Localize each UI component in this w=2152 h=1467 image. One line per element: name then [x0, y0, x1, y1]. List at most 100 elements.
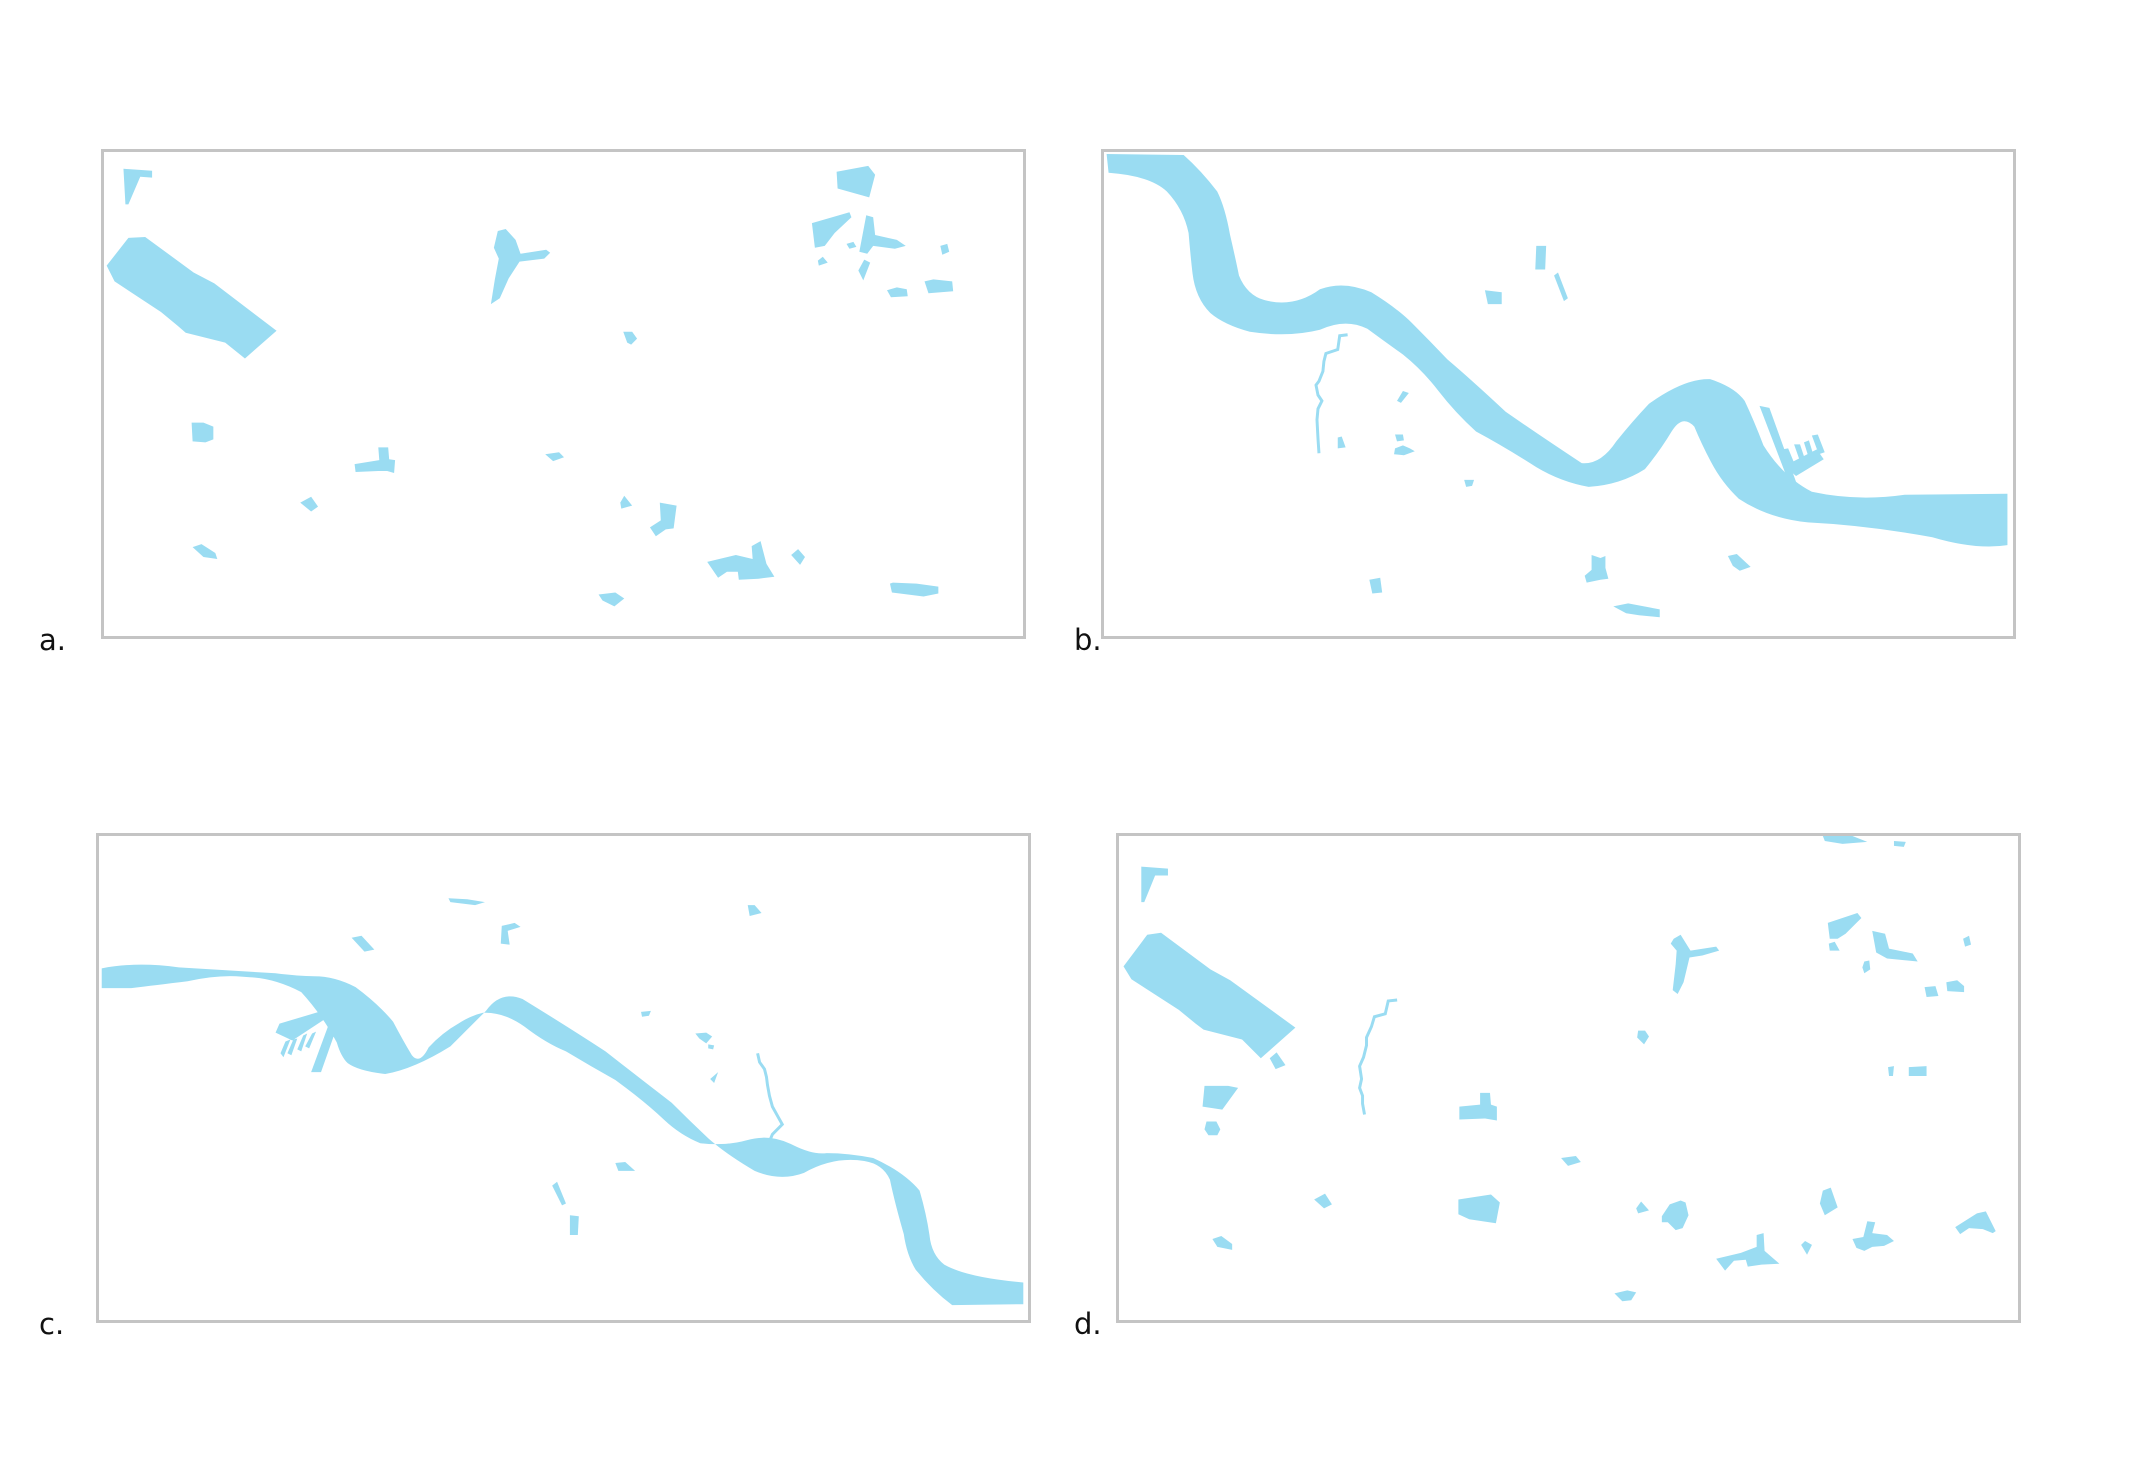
water-body: [1337, 436, 1346, 449]
water-body: [1794, 444, 1806, 465]
water-body: [620, 495, 633, 509]
map-panel-a: [101, 149, 1026, 639]
water-body: [1613, 603, 1660, 618]
water-body: [1123, 932, 1296, 1059]
water-body: [1828, 941, 1840, 951]
stream: [756, 1052, 785, 1166]
water-body: [1827, 913, 1862, 939]
water-body: [1614, 1290, 1637, 1302]
water-body: [1269, 1052, 1286, 1070]
water-body: [747, 905, 762, 917]
water-body: [354, 447, 396, 474]
water-body: [924, 279, 954, 294]
water-body: [300, 496, 319, 512]
water-body: [280, 1039, 291, 1058]
water-body: [1963, 935, 1972, 947]
water-body: [1141, 866, 1168, 903]
water-body: [351, 935, 375, 952]
water-body: [1822, 836, 1868, 844]
water-body: [1395, 434, 1404, 442]
water-body: [623, 331, 638, 345]
water-body: [1924, 986, 1939, 998]
water-body: [859, 215, 906, 254]
water-body: [1584, 555, 1609, 583]
water-body: [1202, 1085, 1239, 1110]
water-body: [615, 1161, 636, 1171]
water-body: [448, 898, 485, 906]
water-body: [1314, 1193, 1332, 1209]
water-body: [598, 592, 625, 607]
panel-label-b: b.: [1074, 623, 1102, 657]
water-map-d: [1123, 836, 1996, 1302]
panel-label-d: d.: [1074, 1307, 1102, 1341]
water-body: [490, 229, 551, 305]
water-body: [1459, 1092, 1497, 1121]
map-panel-d: [1116, 833, 2021, 1323]
map-panel-b: [1101, 149, 2016, 639]
water-body: [1397, 391, 1409, 403]
water-body: [649, 502, 677, 537]
water-body: [1803, 440, 1814, 459]
water-body: [708, 1044, 715, 1050]
water-body: [275, 1008, 329, 1041]
stream: [1358, 998, 1398, 1115]
water-body: [1636, 1201, 1650, 1214]
water-body: [1782, 448, 1796, 468]
water-body: [552, 1181, 566, 1206]
water-body: [886, 287, 908, 298]
water-body: [1464, 479, 1475, 487]
water-body: [1716, 1233, 1780, 1271]
water-body: [191, 422, 214, 443]
water-body: [297, 1033, 308, 1052]
water-body: [311, 1021, 339, 1073]
water-body: [811, 212, 852, 248]
water-body: [545, 452, 564, 462]
water-body: [707, 541, 775, 580]
water-body: [1394, 445, 1415, 456]
river: [1106, 153, 2008, 547]
water-body: [791, 549, 806, 565]
water-body: [123, 168, 153, 205]
water-body: [817, 256, 828, 266]
water-body: [305, 1031, 317, 1049]
water-body: [1946, 980, 1965, 993]
water-body: [569, 1215, 579, 1236]
water-body: [846, 241, 857, 249]
water-body: [1561, 1156, 1581, 1166]
water-body: [1955, 1211, 1996, 1235]
water-body: [500, 922, 521, 945]
water-body: [1204, 1121, 1221, 1136]
water-body: [710, 1072, 719, 1083]
water-body: [858, 259, 871, 281]
panel-label-a: a.: [39, 623, 66, 657]
map-panel-c: [96, 833, 1031, 1323]
water-body: [1852, 1221, 1894, 1251]
water-body: [106, 236, 277, 359]
stream: [1314, 333, 1348, 454]
water-body: [1212, 1236, 1233, 1250]
water-body: [1872, 930, 1918, 962]
water-body: [1554, 272, 1568, 302]
water-body: [1801, 1240, 1812, 1255]
water-body: [1535, 245, 1547, 270]
water-body: [1811, 434, 1825, 455]
water-body: [940, 243, 950, 255]
water-body: [836, 165, 876, 198]
panel-label-c: c.: [39, 1307, 65, 1341]
water-body: [1893, 840, 1906, 847]
river: [101, 964, 1024, 1306]
water-map-c: [101, 898, 1024, 1306]
water-body: [1908, 1066, 1927, 1077]
water-body: [1819, 1187, 1838, 1216]
water-body: [1637, 1030, 1650, 1045]
water-body: [287, 1038, 298, 1056]
water-body: [641, 1010, 651, 1017]
water-map-a: [106, 165, 954, 607]
water-body: [1670, 934, 1720, 995]
water-body: [1888, 1066, 1894, 1077]
water-body: [1727, 554, 1751, 571]
water-body: [1458, 1194, 1500, 1224]
water-body: [192, 544, 218, 559]
water-body: [1661, 1200, 1689, 1231]
water-body: [1369, 577, 1383, 594]
